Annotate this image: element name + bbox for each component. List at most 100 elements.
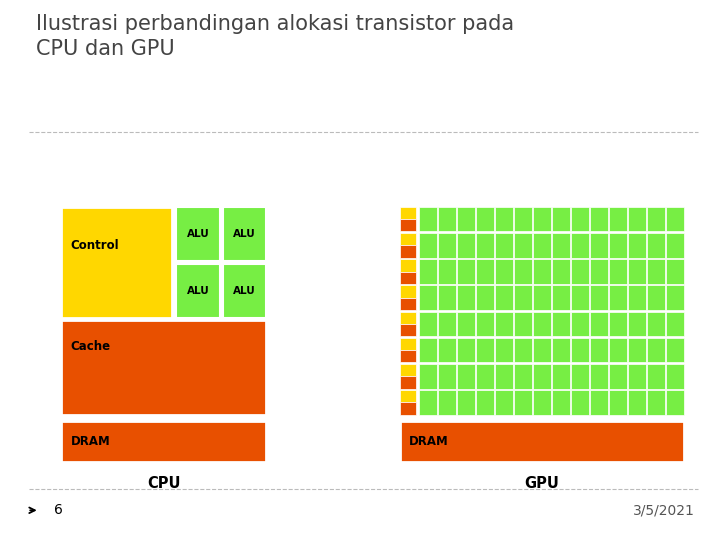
Bar: [552, 312, 570, 336]
Bar: [438, 207, 456, 232]
Bar: [571, 312, 589, 336]
Bar: [495, 207, 513, 232]
Bar: [533, 286, 551, 310]
Bar: [552, 207, 570, 232]
Bar: [476, 312, 494, 336]
Text: Cache: Cache: [71, 340, 111, 353]
Bar: [419, 286, 437, 310]
Bar: [400, 338, 416, 350]
Bar: [666, 390, 684, 415]
Bar: [457, 312, 474, 336]
Bar: [400, 219, 416, 232]
Bar: [514, 312, 532, 336]
Bar: [590, 364, 608, 389]
Bar: [438, 338, 456, 362]
Bar: [438, 312, 456, 336]
Bar: [400, 402, 416, 415]
Bar: [533, 233, 551, 258]
Bar: [495, 233, 513, 258]
Bar: [400, 245, 416, 258]
Bar: [666, 259, 684, 284]
Bar: [495, 259, 513, 284]
Bar: [629, 286, 646, 310]
Text: DRAM: DRAM: [409, 435, 449, 448]
Bar: [571, 364, 589, 389]
Bar: [666, 364, 684, 389]
Bar: [590, 233, 608, 258]
Bar: [647, 364, 665, 389]
Bar: [438, 390, 456, 415]
Text: CPU: CPU: [147, 476, 181, 491]
Bar: [609, 233, 627, 258]
Bar: [629, 207, 646, 232]
Bar: [61, 207, 172, 318]
Bar: [609, 207, 627, 232]
Bar: [400, 272, 416, 284]
Bar: [400, 312, 416, 324]
Bar: [666, 233, 684, 258]
Text: ALU: ALU: [233, 229, 256, 239]
Bar: [400, 286, 416, 298]
Bar: [666, 312, 684, 336]
Bar: [514, 390, 532, 415]
Bar: [666, 286, 684, 310]
Bar: [495, 286, 513, 310]
Bar: [400, 324, 416, 336]
Bar: [176, 207, 220, 261]
Bar: [400, 207, 416, 219]
Bar: [476, 233, 494, 258]
Bar: [552, 390, 570, 415]
Bar: [629, 259, 646, 284]
Text: 6: 6: [54, 503, 63, 517]
Bar: [629, 364, 646, 389]
Bar: [533, 207, 551, 232]
Bar: [476, 338, 494, 362]
Bar: [457, 390, 474, 415]
Bar: [400, 376, 416, 389]
Bar: [438, 259, 456, 284]
Bar: [533, 390, 551, 415]
Bar: [400, 259, 416, 272]
Bar: [647, 390, 665, 415]
Text: 3/5/2021: 3/5/2021: [633, 503, 695, 517]
Bar: [457, 286, 474, 310]
Bar: [438, 233, 456, 258]
Bar: [514, 364, 532, 389]
Bar: [571, 233, 589, 258]
Bar: [552, 364, 570, 389]
Bar: [666, 207, 684, 232]
Bar: [552, 286, 570, 310]
Bar: [514, 233, 532, 258]
Bar: [438, 286, 456, 310]
Bar: [61, 320, 266, 415]
Bar: [609, 390, 627, 415]
Bar: [476, 364, 494, 389]
Bar: [457, 207, 474, 232]
Bar: [647, 312, 665, 336]
Bar: [457, 364, 474, 389]
Text: Ilustrasi perbandingan alokasi transistor pada
CPU dan GPU: Ilustrasi perbandingan alokasi transisto…: [36, 14, 514, 59]
Bar: [533, 312, 551, 336]
Bar: [609, 259, 627, 284]
Bar: [495, 390, 513, 415]
Bar: [514, 338, 532, 362]
Bar: [495, 312, 513, 336]
Bar: [514, 259, 532, 284]
Bar: [609, 338, 627, 362]
Bar: [647, 233, 665, 258]
Bar: [419, 364, 437, 389]
Bar: [419, 259, 437, 284]
Bar: [590, 338, 608, 362]
Bar: [629, 390, 646, 415]
Bar: [571, 286, 589, 310]
Bar: [419, 207, 437, 232]
Bar: [223, 207, 266, 261]
Bar: [647, 286, 665, 310]
Bar: [400, 350, 416, 362]
Text: DRAM: DRAM: [71, 435, 110, 448]
Bar: [647, 338, 665, 362]
Text: ALU: ALU: [186, 229, 210, 239]
Bar: [647, 259, 665, 284]
Bar: [533, 338, 551, 362]
Bar: [176, 264, 220, 318]
